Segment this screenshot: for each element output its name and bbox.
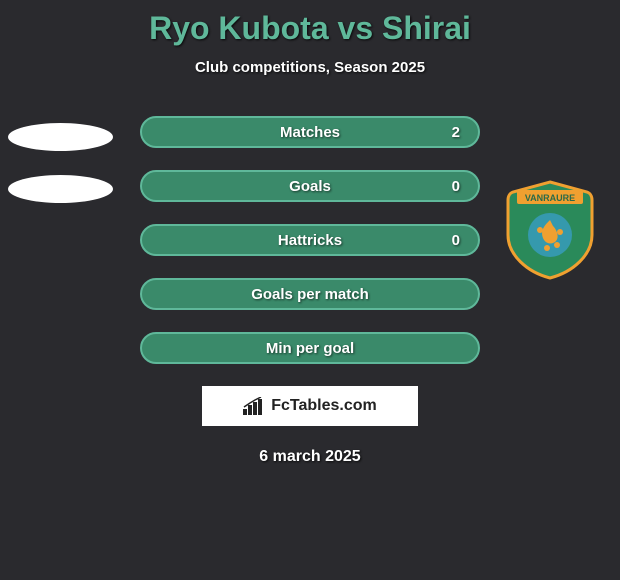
stat-pill-matches: Matches 2 [140, 116, 480, 148]
stat-row: Hattricks 0 [0, 224, 620, 256]
stat-label: Min per goal [266, 340, 354, 357]
chart-icon [243, 397, 265, 415]
page-title: Ryo Kubota vs Shirai [0, 10, 620, 47]
date-label: 6 march 2025 [0, 448, 620, 466]
stat-pill-min-per-goal: Min per goal [140, 332, 480, 364]
stat-row: Goals per match [0, 278, 620, 310]
watermark: FcTables.com [202, 386, 418, 426]
stats-container: Matches 2 Goals 0 Hattricks 0 Goals per … [0, 116, 620, 364]
stat-pill-goals: Goals 0 [140, 170, 480, 202]
stat-value: 0 [452, 232, 460, 249]
page-subtitle: Club competitions, Season 2025 [0, 59, 620, 76]
header: Ryo Kubota vs Shirai Club competitions, … [0, 0, 620, 76]
stat-row: Goals 0 [0, 170, 620, 202]
watermark-text: FcTables.com [271, 397, 377, 415]
stat-row: Min per goal [0, 332, 620, 364]
stat-row: Matches 2 [0, 116, 620, 148]
stat-pill-goals-per-match: Goals per match [140, 278, 480, 310]
stat-label: Goals [289, 178, 331, 195]
stat-label: Goals per match [251, 286, 369, 303]
stat-value: 2 [452, 124, 460, 141]
stat-label: Hattricks [278, 232, 342, 249]
stat-pill-hattricks: Hattricks 0 [140, 224, 480, 256]
stat-value: 0 [452, 178, 460, 195]
stat-label: Matches [280, 124, 340, 141]
